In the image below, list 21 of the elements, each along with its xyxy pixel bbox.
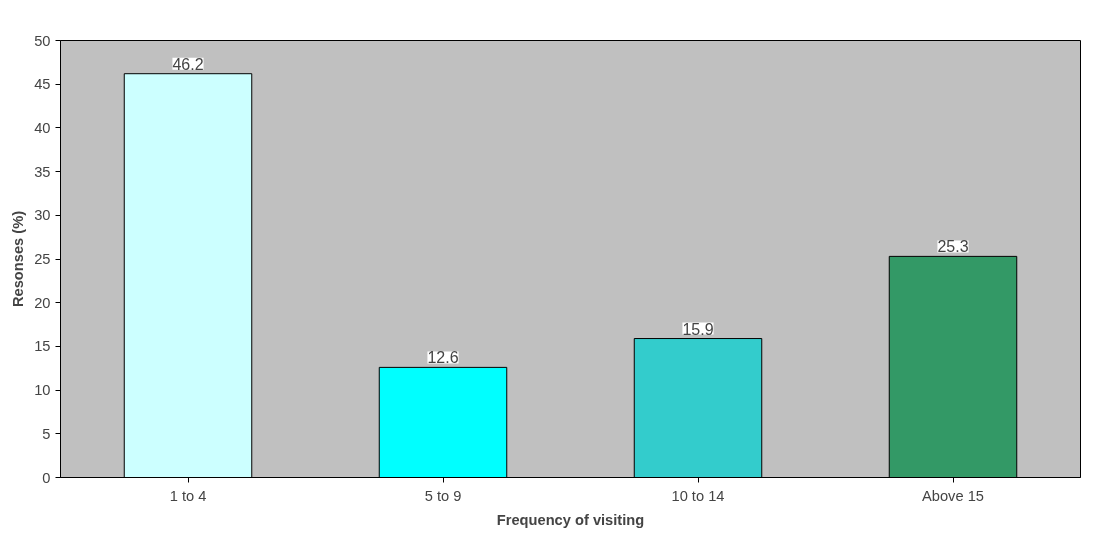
y-tick-label: 5 xyxy=(42,425,51,442)
y-tick-label: 40 xyxy=(34,119,51,136)
x-tick-label: 5 to 9 xyxy=(424,487,462,504)
y-tick-label: 10 xyxy=(34,382,51,399)
y-tick-label: 30 xyxy=(34,207,51,224)
y-tick-label: 0 xyxy=(42,469,51,486)
x-tick-label: Above 15 xyxy=(922,487,984,504)
y-tick-label: 20 xyxy=(34,294,51,311)
y-tick-label: 35 xyxy=(34,163,51,180)
data-label: 12.6 xyxy=(427,349,459,367)
x-axis-title: Frequency of visiting xyxy=(496,511,645,528)
data-label: 15.9 xyxy=(682,320,714,338)
x-tick-label: 10 to 14 xyxy=(671,487,725,504)
y-tick-label: 15 xyxy=(34,338,51,355)
y-tick-label: 25 xyxy=(34,251,51,267)
y-axis-title: Resonses (%) xyxy=(10,210,27,308)
data-label: 46.2 xyxy=(172,55,204,73)
data-label: 25.3 xyxy=(937,238,969,256)
y-tick-label: 45 xyxy=(34,76,51,93)
x-tick-label: 1 to 4 xyxy=(169,487,207,504)
y-tick-label: 50 xyxy=(34,32,51,49)
